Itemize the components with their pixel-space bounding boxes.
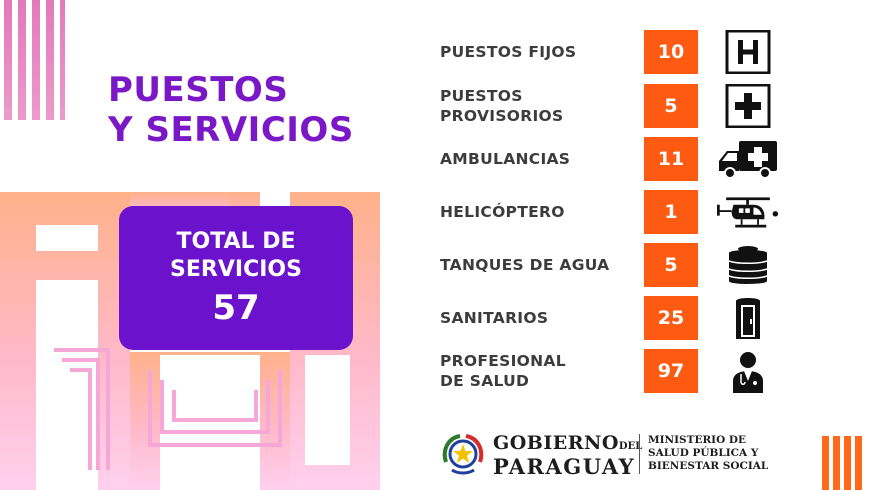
total-services-card: TOTAL DE SERVICIOS 57 [119, 206, 353, 350]
total-label-line-1: TOTAL DE [176, 229, 296, 254]
total-value: 57 [212, 288, 260, 328]
paraguay-text: PARAGUAY [493, 454, 636, 479]
row-label: PROFESIONAL DE SALUD [440, 349, 640, 393]
medical-cross-icon [717, 84, 779, 128]
gobierno-del-paraguay-logo: GOBIERNODEL PARAGUAY [493, 433, 642, 477]
title-line-1: PUESTOS [108, 70, 289, 110]
row-value: 5 [644, 84, 698, 128]
row-label-line-1: AMBULANCIAS [440, 150, 571, 168]
row-label: PUESTOS FIJOS [440, 30, 640, 74]
water-tank-icon [717, 243, 779, 287]
row-helicoptero: HELICÓPTERO 1 [440, 190, 780, 234]
del-text: DEL [618, 441, 643, 452]
row-value: 97 [644, 349, 698, 393]
paraguay-coat-of-arms-icon [440, 432, 486, 476]
portable-toilet-icon [717, 296, 779, 340]
row-label-line-1: HELICÓPTERO [440, 203, 565, 221]
ministerio-line-1: MINISTERIO DE [648, 434, 746, 446]
row-label-line-2: PROVISORIOS [440, 107, 564, 125]
pink-stripes-top-left [4, 0, 65, 120]
row-label-line-1: TANQUES DE AGUA [440, 256, 610, 274]
row-label: TANQUES DE AGUA [440, 243, 640, 287]
orange-stripes-bottom-right [822, 436, 862, 490]
total-label-line-2: SERVICIOS [170, 257, 302, 282]
row-value: 5 [644, 243, 698, 287]
row-profesional-de-salud: PROFESIONAL DE SALUD 97 [440, 349, 780, 393]
ambulance-icon [717, 137, 779, 181]
row-label: SANITARIOS [440, 296, 640, 340]
row-label-line-1: PUESTOS [440, 87, 523, 105]
ministerio-line-3: BIENESTAR SOCIAL [648, 460, 769, 472]
row-label-line-2: DE SALUD [440, 372, 530, 390]
row-puestos-provisorios: PUESTOS PROVISORIOS 5 [440, 84, 780, 128]
footer-logos: GOBIERNODEL PARAGUAY MINISTERIO DE SALUD… [440, 430, 800, 480]
row-value: 10 [644, 30, 698, 74]
row-tanques-de-agua: TANQUES DE AGUA 5 [440, 243, 780, 287]
year-graphic-cutouts [36, 225, 350, 490]
row-label: AMBULANCIAS [440, 137, 640, 181]
row-sanitarios: SANITARIOS 25 [440, 296, 780, 340]
ministerio-line-2: SALUD PÚBLICA Y [648, 447, 759, 459]
year-graphic-outline [54, 348, 282, 470]
title-line-2: Y SERVICIOS [108, 110, 354, 150]
row-value: 11 [644, 137, 698, 181]
row-label-line-1: PUESTOS FIJOS [440, 43, 577, 61]
page-title: PUESTOS Y SERVICIOS [108, 70, 354, 150]
ministerio-logo: MINISTERIO DE SALUD PÚBLICA Y BIENESTAR … [648, 434, 768, 473]
hospital-sign-icon [717, 30, 779, 74]
row-value: 25 [644, 296, 698, 340]
row-value: 1 [644, 190, 698, 234]
row-label: HELICÓPTERO [440, 190, 640, 234]
row-label-line-1: SANITARIOS [440, 309, 549, 327]
row-ambulancias: AMBULANCIAS 11 [440, 137, 780, 181]
row-label: PUESTOS PROVISORIOS [440, 84, 640, 128]
row-label-line-1: PROFESIONAL [440, 352, 566, 370]
logo-divider [639, 434, 640, 474]
doctor-icon [717, 349, 779, 393]
row-puestos-fijos: PUESTOS FIJOS 10 [440, 30, 780, 74]
helicopter-icon [717, 190, 779, 234]
gobierno-text: GOBIERNO [493, 432, 619, 454]
